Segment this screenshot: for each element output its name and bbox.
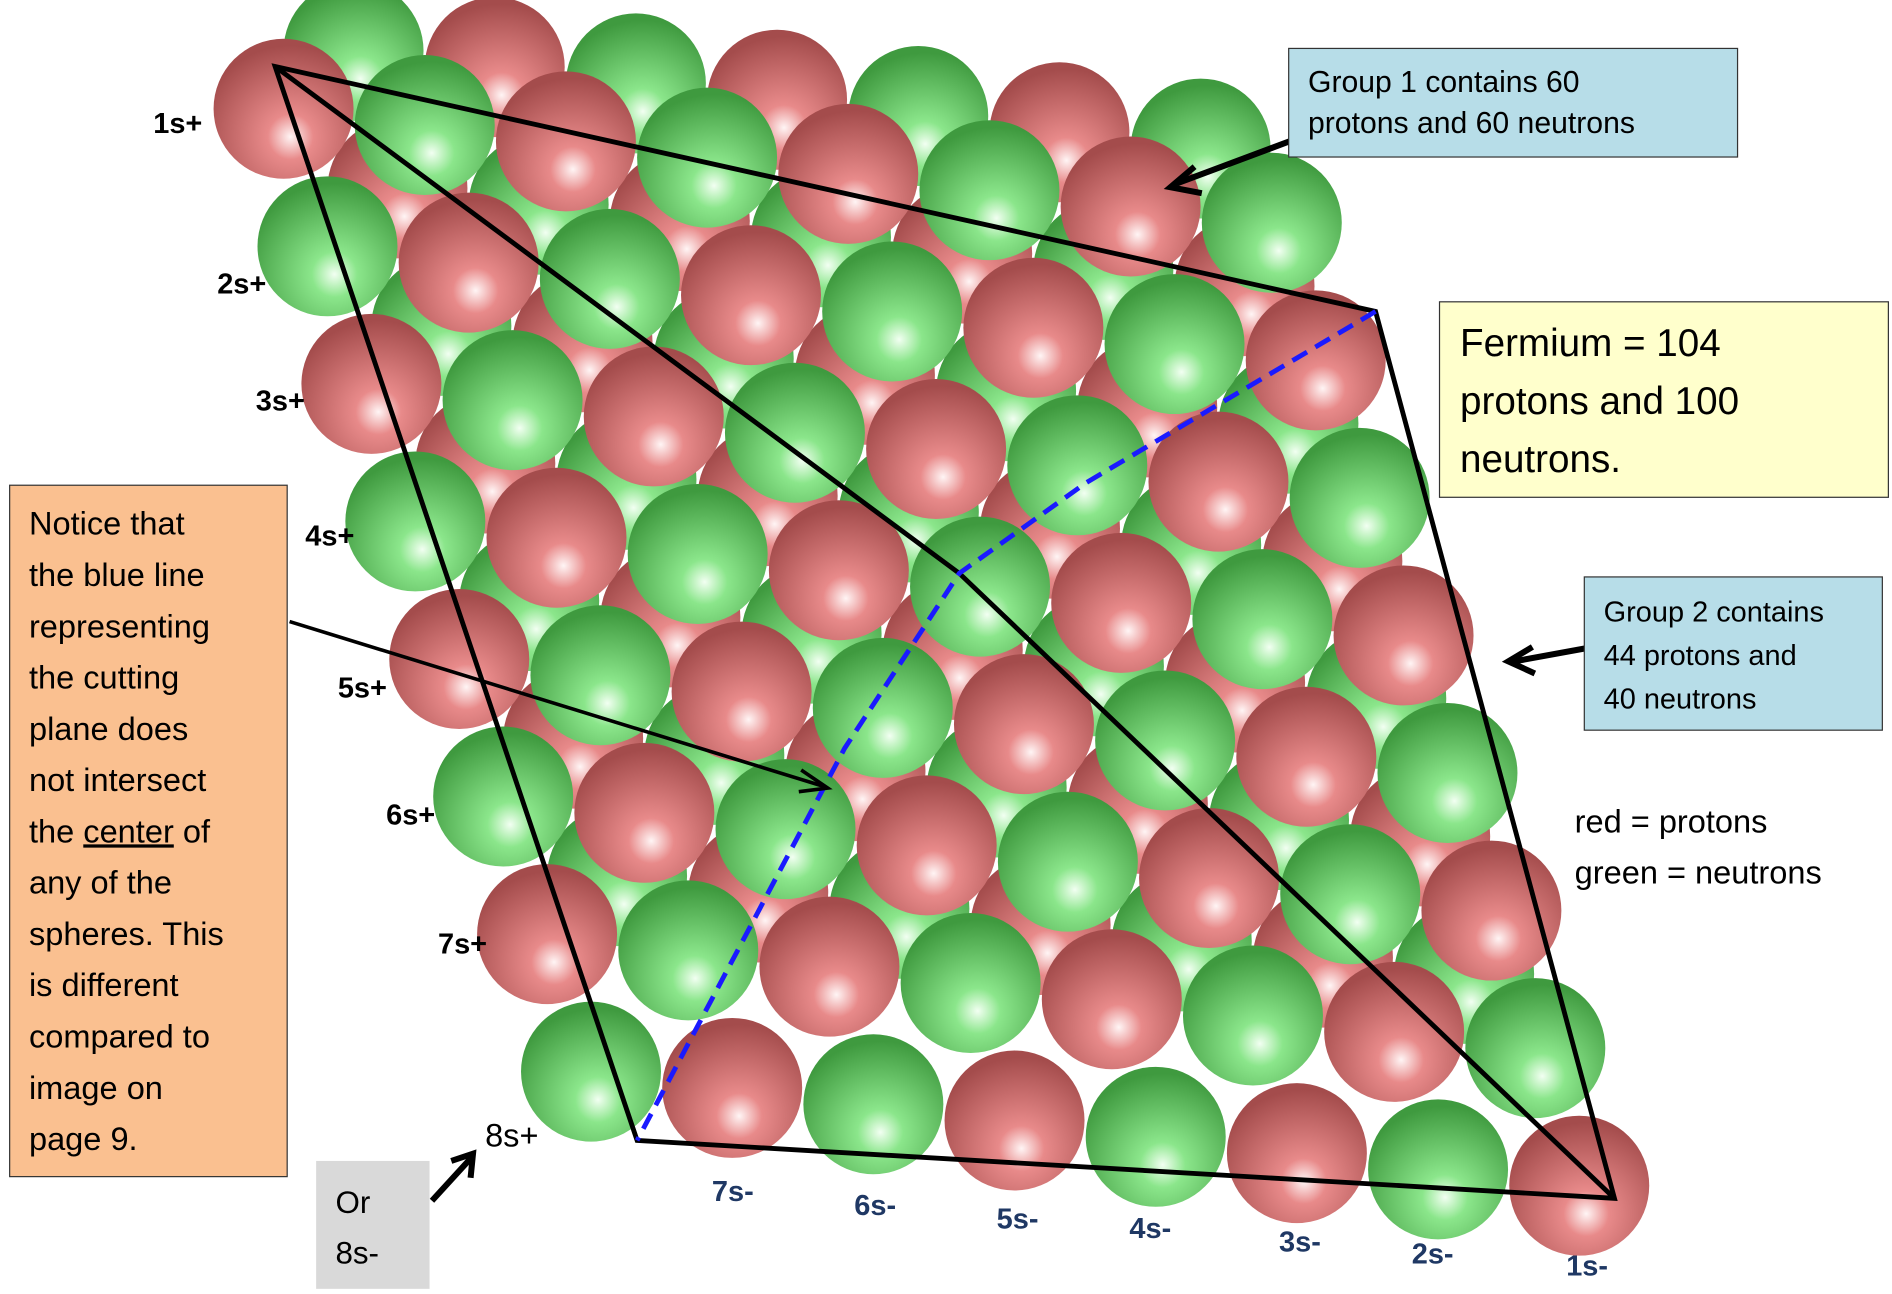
sphere — [759, 897, 899, 1037]
sphere — [1334, 565, 1474, 705]
sphere — [1183, 946, 1323, 1086]
notice-text: the center of — [29, 813, 211, 849]
sphere — [574, 743, 714, 883]
legend-text: green = neutrons — [1575, 854, 1822, 890]
sphere — [1086, 1067, 1226, 1207]
sphere — [1007, 395, 1147, 535]
sphere — [477, 864, 617, 1004]
sphere — [998, 792, 1138, 932]
sphere — [399, 193, 539, 333]
sphere — [1509, 1116, 1649, 1256]
column-label: 1s- — [1566, 1251, 1608, 1283]
sphere — [1192, 549, 1332, 689]
sphere — [866, 379, 1006, 519]
sphere — [1051, 533, 1191, 673]
sphere — [954, 654, 1094, 794]
fermium-text: Fermium = 104 — [1460, 322, 1721, 365]
sphere — [681, 225, 821, 365]
sphere — [637, 88, 777, 228]
sphere — [910, 517, 1050, 657]
sphere — [443, 330, 583, 470]
sphere-pile — [214, 0, 1650, 1256]
fermium-text: protons and 100 — [1460, 380, 1739, 423]
sphere — [778, 104, 918, 244]
notice-text: any of the — [29, 865, 172, 901]
notice-part: of — [174, 813, 211, 849]
notice-part: the — [29, 813, 83, 849]
column-label: 6s- — [854, 1190, 896, 1222]
sphere — [1042, 929, 1182, 1069]
row-label: 8s+ — [485, 1117, 538, 1153]
sphere — [672, 622, 812, 762]
group1-box — [1289, 48, 1738, 157]
sphere — [628, 484, 768, 624]
sphere — [963, 258, 1103, 398]
row-label: 2s+ — [217, 268, 266, 300]
group1-text: Group 1 contains 60 — [1308, 66, 1580, 99]
column-label: 7s- — [712, 1176, 754, 1208]
sphere — [1202, 153, 1342, 293]
group2-text: 40 neutrons — [1604, 683, 1757, 715]
sphere — [1465, 978, 1605, 1118]
sphere — [813, 638, 953, 778]
group2-text: Group 2 contains — [1604, 597, 1824, 629]
sphere — [301, 314, 441, 454]
notice-text: spheres. This — [29, 916, 224, 952]
row-label: 7s+ — [438, 928, 487, 960]
column-label: 2s- — [1412, 1239, 1454, 1271]
sphere — [584, 346, 724, 486]
sphere — [487, 468, 627, 608]
sphere — [1095, 670, 1235, 810]
sphere — [857, 775, 997, 915]
sphere — [530, 605, 670, 745]
sphere — [716, 759, 856, 899]
sphere — [1421, 841, 1561, 981]
sphere — [662, 1018, 802, 1158]
sphere — [1139, 808, 1279, 948]
sphere — [257, 176, 397, 316]
group1-text: protons and 60 neutrons — [1308, 107, 1635, 140]
notice-text: representing — [29, 608, 210, 644]
row-label: 3s+ — [256, 385, 305, 417]
diagram: 1s+ 2s+ 3s+ 4s+ 5s+ 6s+ 7s+ 8s+ 7s- 6s- 5s- 4s- 3s- 2… — [0, 0, 1892, 1289]
row-label: 5s+ — [338, 673, 387, 705]
sphere — [521, 1002, 661, 1142]
or-text: 8s- — [335, 1236, 379, 1271]
sphere — [1236, 687, 1376, 827]
sphere — [1377, 703, 1517, 843]
notice-text: image on — [29, 1070, 163, 1106]
notice-text: is different — [29, 967, 179, 1003]
sphere — [945, 1051, 1085, 1191]
sphere — [355, 55, 495, 195]
notice-text: the cutting — [29, 660, 179, 696]
row-label: 1s+ — [153, 108, 202, 140]
underlined-word: center — [83, 813, 174, 849]
column-label: 3s- — [1279, 1226, 1321, 1258]
or-text: Or — [335, 1185, 370, 1220]
notice-text: Notice that — [29, 506, 185, 542]
column-label: 4s- — [1129, 1213, 1171, 1245]
sphere — [1290, 428, 1430, 568]
sphere — [919, 120, 1059, 260]
sphere — [725, 363, 865, 503]
notice-text: plane does — [29, 711, 188, 747]
notice-text: page 9. — [29, 1121, 138, 1157]
group2-text: 44 protons and — [1604, 640, 1797, 672]
sphere — [901, 913, 1041, 1053]
row-label: 4s+ — [305, 521, 354, 553]
notice-text: compared to — [29, 1019, 210, 1055]
sphere — [822, 241, 962, 381]
page: 1s+ 2s+ 3s+ 4s+ 5s+ 6s+ 7s+ 8s+ 7s- 6s- 5s- 4s- 3s- 2… — [0, 0, 1892, 1294]
row-label: 6s+ — [386, 799, 435, 831]
sphere — [1105, 274, 1245, 414]
sphere — [1368, 1099, 1508, 1239]
fermium-text: neutrons. — [1460, 438, 1621, 481]
sphere — [1227, 1083, 1367, 1223]
column-label: 5s- — [997, 1204, 1039, 1236]
notice-text: the blue line — [29, 557, 205, 593]
notice-text: not intersect — [29, 762, 206, 798]
sphere — [345, 451, 485, 591]
legend-text: red = protons — [1575, 804, 1768, 840]
